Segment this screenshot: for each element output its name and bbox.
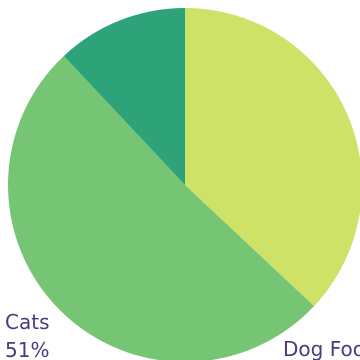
slice-label: Cats (5, 310, 49, 334)
slice-label: Dog Food (283, 337, 360, 360)
pie-slice (63, 8, 186, 185)
pie-slice (8, 55, 315, 360)
slice-value-label: 51% (5, 338, 49, 360)
pie-slice (185, 8, 360, 307)
